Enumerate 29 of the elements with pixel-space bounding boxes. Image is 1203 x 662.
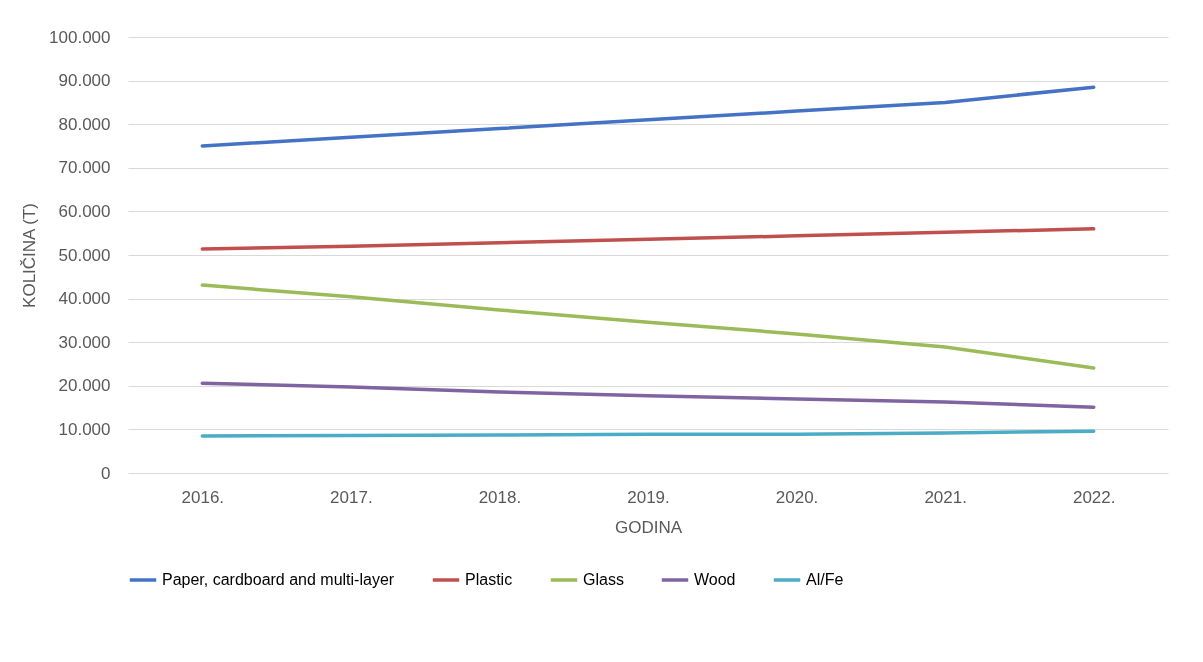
line-series (200, 227, 1096, 251)
y-tick-label: 20.000 (58, 376, 111, 396)
y-tick-label: 0 (101, 463, 111, 483)
x-tick-label: 2018. (478, 487, 522, 507)
legend-label: Plastic (465, 571, 513, 588)
legend-label: Wood (694, 571, 736, 588)
y-tick-label: 70.000 (58, 158, 111, 178)
y-tick-label: 90.000 (58, 71, 111, 91)
y-tick-label: 80.000 (58, 114, 111, 134)
y-axis-title: KOLIČINA (T) (20, 203, 40, 308)
x-tick-label: 2019. (627, 487, 670, 507)
line-series (200, 283, 1096, 370)
y-tick-label: 60.000 (58, 201, 111, 221)
y-tick-label: 50.000 (58, 245, 111, 265)
x-tick-label: 2022. (1072, 487, 1116, 507)
x-tick-label: 2017. (330, 487, 373, 507)
legend-label: Glass (583, 571, 624, 588)
y-tick-label: 100.000 (49, 27, 111, 47)
x-tick-label: 2016. (181, 487, 225, 507)
legend-label: Paper, cardboard and multi-layer (162, 571, 395, 588)
x-axis-title: GODINA (614, 517, 683, 537)
line-series (200, 85, 1096, 148)
legend-label: Al/Fe (806, 571, 844, 588)
y-tick-label: 30.000 (58, 332, 111, 352)
y-tick-label: 10.000 (58, 419, 111, 439)
line-series (200, 381, 1096, 409)
y-tick-label: 40.000 (58, 289, 111, 309)
x-tick-label: 2021. (924, 487, 967, 507)
x-tick-label: 2020. (775, 487, 819, 507)
